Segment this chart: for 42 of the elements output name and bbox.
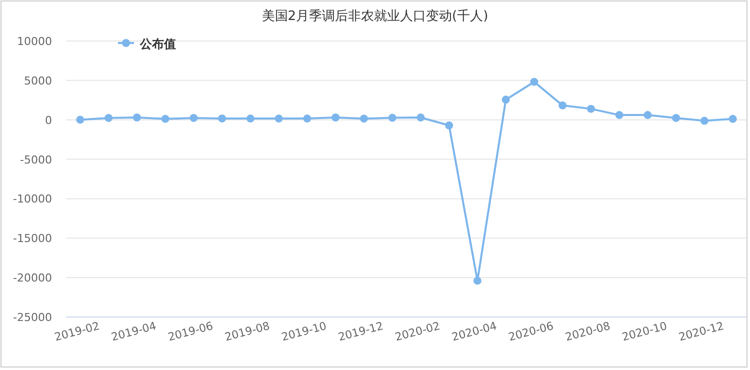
point — [104, 114, 113, 122]
y-tick-label: 10000 — [17, 35, 52, 48]
point — [672, 114, 680, 122]
point — [360, 114, 368, 123]
y-tick-label: -10000 — [13, 192, 52, 206]
x-tick-label: 2020-12 — [677, 319, 726, 344]
y-tick-label: -15000 — [13, 232, 52, 246]
y-tick-label: 5000 — [24, 74, 52, 88]
point — [161, 114, 170, 123]
point — [274, 114, 283, 123]
point — [303, 114, 312, 123]
x-tick-label: 2020-08 — [564, 319, 612, 344]
point — [558, 101, 567, 110]
x-tick-label: 2020-10 — [620, 319, 668, 344]
point — [728, 114, 737, 123]
y-tick-label: -20000 — [13, 272, 52, 285]
point — [332, 113, 340, 122]
x-tick-label: 2019-12 — [336, 319, 385, 344]
point — [246, 114, 254, 123]
chart-title: 美国2月季调后非农就业人口变动(千人) — [262, 8, 488, 24]
point — [615, 111, 624, 120]
point — [644, 111, 652, 120]
x-tick-label: 2019-08 — [223, 319, 272, 344]
point — [132, 113, 141, 122]
point — [218, 114, 226, 122]
x-tick-label: 2020-02 — [394, 319, 442, 344]
point — [586, 104, 595, 113]
legend-label: 公布值 — [139, 37, 176, 51]
y-tick-label: 0 — [45, 114, 52, 127]
point — [502, 96, 510, 104]
point — [76, 116, 84, 124]
point — [416, 113, 425, 122]
x-tick-label: 2019-02 — [53, 319, 101, 344]
point — [473, 276, 482, 285]
point — [445, 121, 454, 130]
point — [530, 78, 538, 86]
point — [388, 114, 396, 122]
y-tick-label: -25000 — [13, 311, 52, 324]
y-tick-label: -5000 — [20, 153, 52, 166]
point — [190, 114, 198, 122]
point — [700, 116, 708, 125]
x-tick-label: 2019-10 — [280, 319, 328, 344]
